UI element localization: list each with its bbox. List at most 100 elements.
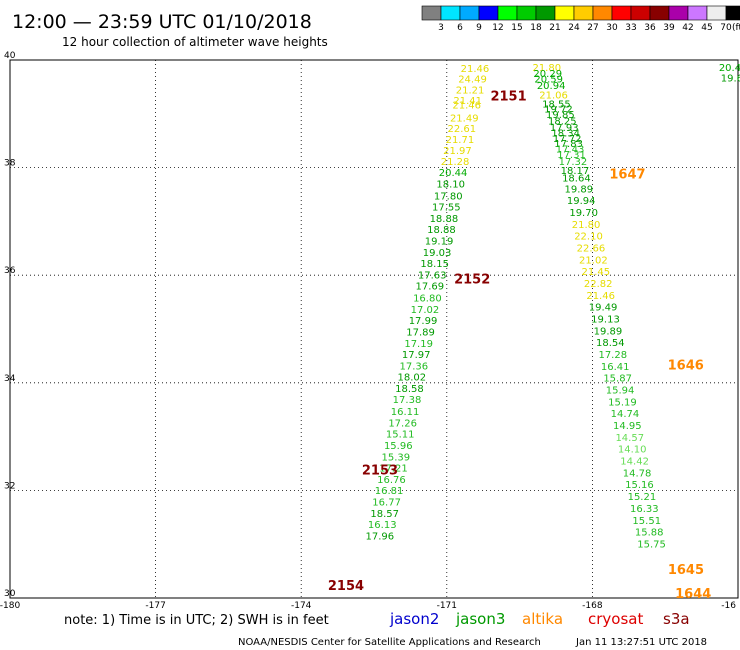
color-swatch bbox=[440, 5, 461, 21]
wave-height-label: 21.02 bbox=[579, 255, 608, 266]
pass-time-label: 2151 bbox=[490, 89, 526, 104]
wave-height-label: 15.96 bbox=[384, 441, 413, 452]
chart-title: 12:00 — 23:59 UTC 01/10/2018 bbox=[12, 11, 312, 33]
wave-height-label: 19.89 bbox=[594, 326, 623, 337]
wave-height-label: 14.57 bbox=[615, 433, 644, 444]
wave-height-label: 17.02 bbox=[411, 305, 440, 316]
wave-height-label: 22.82 bbox=[584, 279, 613, 290]
wave-height-label: 17.97 bbox=[402, 350, 431, 361]
wave-height-label: 19.67 bbox=[721, 74, 740, 85]
wave-height-label: 14.78 bbox=[623, 468, 652, 479]
wave-height-label: 18.64 bbox=[562, 174, 591, 185]
color-scale-label: 30 bbox=[606, 23, 618, 33]
color-scale-label: 39 bbox=[663, 23, 675, 33]
legend-jason2: jason2 bbox=[389, 610, 439, 628]
x-tick-label: -168 bbox=[582, 601, 603, 611]
wave-height-label: 15.16 bbox=[625, 480, 654, 491]
y-tick-label: 32 bbox=[4, 481, 15, 491]
color-scale-unit: (ft) bbox=[732, 23, 740, 33]
wave-height-label: 19.49 bbox=[589, 303, 618, 314]
color-swatch bbox=[497, 5, 518, 21]
color-swatch bbox=[630, 5, 651, 21]
wave-height-label: 19.03 bbox=[423, 248, 452, 259]
y-tick-label: 36 bbox=[4, 266, 16, 276]
color-scale-label: 21 bbox=[549, 23, 560, 33]
x-tick-label: -180 bbox=[0, 601, 20, 611]
wave-height-label: 18.88 bbox=[427, 225, 456, 236]
wave-height-label: 21.71 bbox=[446, 135, 475, 146]
wave-height-label: 16.80 bbox=[413, 294, 442, 305]
wave-height-label: 15.94 bbox=[606, 386, 635, 397]
color-scale-label: 70 bbox=[720, 23, 732, 33]
y-tick-label: 38 bbox=[4, 159, 16, 169]
wave-height-label: 16.41 bbox=[601, 362, 630, 373]
footer-timestamp: Jan 11 13:27:51 UTC 2018 bbox=[575, 637, 707, 648]
wave-height-label: 19.13 bbox=[591, 315, 620, 326]
wave-height-label: 17.99 bbox=[409, 316, 438, 327]
wave-height-label: 21.80 bbox=[572, 220, 601, 231]
wave-height-label: 22.10 bbox=[574, 232, 603, 243]
wave-height-label: 18.02 bbox=[398, 373, 427, 384]
wave-height-label: 21.41 bbox=[453, 96, 482, 107]
wave-height-label: 15.39 bbox=[382, 452, 411, 463]
wave-height-label: 17.89 bbox=[406, 327, 435, 338]
color-scale-label: 33 bbox=[625, 23, 636, 33]
wave-height-label: 16.33 bbox=[630, 504, 659, 515]
wave-height-label: 14.74 bbox=[611, 409, 640, 420]
wave-height-label: 18.88 bbox=[430, 214, 459, 225]
plot-frame bbox=[9, 59, 739, 599]
pass-time-labels: 2151 2152 2153 2154 1647 1646 1645 1644 bbox=[328, 89, 711, 602]
satellite-legend: jason2 jason3 altika cryosat s3a bbox=[389, 610, 690, 628]
data-points: 21.4624.4921.2121.4121.4621.4922.6121.71… bbox=[366, 63, 740, 551]
wave-height-label: 17.93 bbox=[550, 123, 579, 134]
wave-height-label: 15.75 bbox=[637, 539, 666, 550]
wave-height-label: 22.61 bbox=[448, 124, 477, 135]
color-swatch bbox=[706, 5, 727, 21]
wave-height-label: 21.21 bbox=[456, 85, 485, 96]
wave-height-label: 18.57 bbox=[370, 509, 399, 520]
color-swatch bbox=[611, 5, 632, 21]
wave-height-label: 21.46 bbox=[452, 100, 481, 111]
wave-height-label: 19.85 bbox=[546, 110, 575, 121]
color-scale-label: 12 bbox=[492, 23, 503, 33]
wave-height-label: 21.80 bbox=[532, 63, 561, 74]
color-swatch bbox=[421, 5, 442, 21]
wave-height-label: 17.96 bbox=[366, 531, 395, 542]
wave-height-label: 16.11 bbox=[391, 407, 420, 418]
color-scale-label: 15 bbox=[511, 23, 522, 33]
pass-time-label: 2154 bbox=[328, 579, 364, 594]
wave-height-label: 19.89 bbox=[564, 184, 593, 195]
wave-height-label: 17.69 bbox=[415, 282, 444, 293]
wave-height-label: 15.88 bbox=[635, 528, 664, 539]
legend-jason3: jason3 bbox=[455, 610, 505, 628]
color-scale-label: 9 bbox=[476, 23, 482, 33]
wave-height-label: 16.81 bbox=[375, 486, 404, 497]
wave-height-label: 21.06 bbox=[539, 91, 568, 102]
footer-credit: NOAA/NESDIS Center for Satellite Applica… bbox=[238, 637, 541, 648]
y-tick-label: 30 bbox=[4, 589, 16, 599]
color-swatch bbox=[687, 5, 708, 21]
color-scale-label: 42 bbox=[682, 23, 693, 33]
pass-time-label: 1644 bbox=[675, 587, 711, 602]
wave-height-label: 21.46 bbox=[586, 291, 615, 302]
wave-height-label: 18.17 bbox=[561, 166, 590, 177]
wave-height-label: 15.87 bbox=[603, 374, 632, 385]
wave-height-label: 16.77 bbox=[372, 497, 401, 508]
wave-height-label: 19.94 bbox=[567, 196, 596, 207]
wave-height-label: 20.44 bbox=[439, 168, 468, 179]
pass-time-label: 2153 bbox=[362, 463, 398, 478]
wave-height-label: 18.10 bbox=[436, 180, 465, 191]
x-tick-label: -174 bbox=[291, 601, 312, 611]
color-swatch bbox=[649, 5, 670, 21]
wave-height-label: 21.46 bbox=[461, 64, 490, 75]
pass-time-label: 2152 bbox=[454, 272, 490, 287]
wave-height-label: 24.49 bbox=[458, 75, 487, 86]
wave-height-label: 19.72 bbox=[544, 105, 573, 116]
wave-height-label: 18.25 bbox=[548, 117, 577, 128]
wave-height-label: 17.72 bbox=[553, 134, 582, 145]
wave-height-label: 16.76 bbox=[377, 475, 406, 486]
chart-subtitle: 12 hour collection of altimeter wave hei… bbox=[62, 35, 328, 49]
wave-height-label: 17.28 bbox=[598, 350, 627, 361]
color-swatch bbox=[459, 5, 480, 21]
